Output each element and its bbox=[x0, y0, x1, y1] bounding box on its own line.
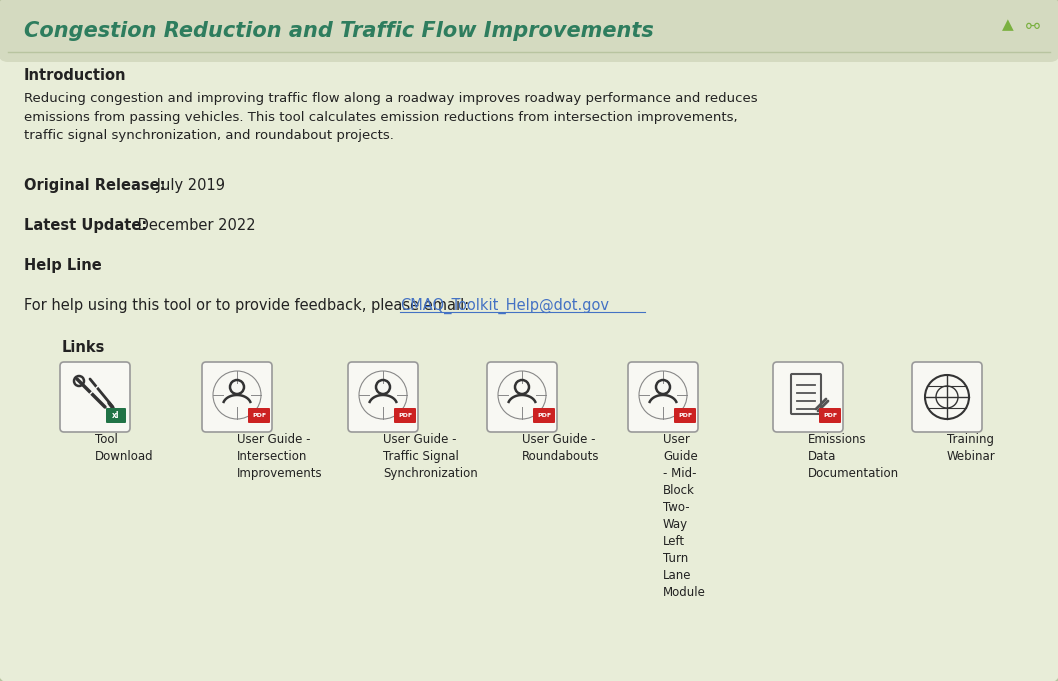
FancyBboxPatch shape bbox=[0, 0, 1058, 62]
Text: User Guide -
Traffic Signal
Synchronization: User Guide - Traffic Signal Synchronizat… bbox=[383, 433, 478, 480]
Text: User Guide -
Intersection
Improvements: User Guide - Intersection Improvements bbox=[237, 433, 323, 480]
Text: Introduction: Introduction bbox=[24, 68, 127, 83]
FancyBboxPatch shape bbox=[248, 408, 270, 423]
Text: Latest Update:: Latest Update: bbox=[24, 218, 147, 233]
FancyBboxPatch shape bbox=[106, 408, 126, 423]
Text: PDF: PDF bbox=[398, 413, 412, 418]
Text: December 2022: December 2022 bbox=[133, 218, 256, 233]
Text: Reducing congestion and improving traffic flow along a roadway improves roadway : Reducing congestion and improving traffi… bbox=[24, 92, 758, 142]
Text: PDF: PDF bbox=[823, 413, 837, 418]
FancyBboxPatch shape bbox=[394, 408, 416, 423]
FancyBboxPatch shape bbox=[202, 362, 272, 432]
FancyBboxPatch shape bbox=[791, 374, 821, 414]
Text: PDF: PDF bbox=[537, 413, 551, 418]
FancyBboxPatch shape bbox=[773, 362, 843, 432]
Text: ⚯: ⚯ bbox=[1026, 18, 1040, 36]
Text: July 2019: July 2019 bbox=[152, 178, 225, 193]
Text: PDF: PDF bbox=[678, 413, 692, 418]
FancyBboxPatch shape bbox=[628, 362, 698, 432]
FancyBboxPatch shape bbox=[674, 408, 696, 423]
Text: For help using this tool or to provide feedback, please email:: For help using this tool or to provide f… bbox=[24, 298, 474, 313]
Text: Help Line: Help Line bbox=[24, 258, 102, 273]
Text: Congestion Reduction and Traffic Flow Improvements: Congestion Reduction and Traffic Flow Im… bbox=[24, 21, 654, 41]
Text: Tool
Download: Tool Download bbox=[95, 433, 153, 463]
Text: Emissions
Data
Documentation: Emissions Data Documentation bbox=[808, 433, 899, 480]
Text: xl: xl bbox=[112, 411, 120, 420]
Text: Training
Webinar: Training Webinar bbox=[947, 433, 996, 463]
Text: Links: Links bbox=[62, 340, 106, 355]
Text: User
Guide
- Mid-
Block
Two-
Way
Left
Turn
Lane
Module: User Guide - Mid- Block Two- Way Left Tu… bbox=[663, 433, 706, 599]
FancyBboxPatch shape bbox=[487, 362, 557, 432]
FancyBboxPatch shape bbox=[348, 362, 418, 432]
Text: PDF: PDF bbox=[252, 413, 266, 418]
FancyBboxPatch shape bbox=[533, 408, 555, 423]
Text: CMAQ_Toolkit_Help@dot.gov: CMAQ_Toolkit_Help@dot.gov bbox=[400, 298, 609, 314]
FancyBboxPatch shape bbox=[819, 408, 841, 423]
FancyBboxPatch shape bbox=[8, 38, 1050, 52]
FancyBboxPatch shape bbox=[60, 362, 130, 432]
FancyBboxPatch shape bbox=[912, 362, 982, 432]
Text: ▲: ▲ bbox=[1002, 18, 1014, 33]
Text: User Guide -
Roundabouts: User Guide - Roundabouts bbox=[522, 433, 600, 463]
Text: Original Release:: Original Release: bbox=[24, 178, 165, 193]
